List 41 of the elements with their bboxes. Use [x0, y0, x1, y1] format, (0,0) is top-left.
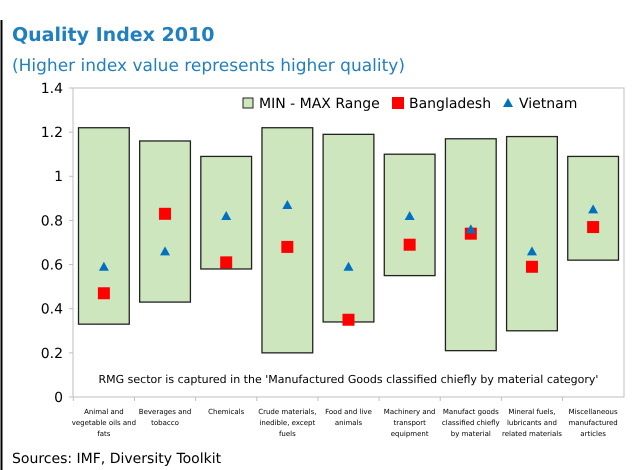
y-tick-label: 1.2: [40, 125, 63, 142]
annotation: RMG sector is captured in the 'Manufactured Goods classified chiefly by material category': [98, 373, 598, 386]
legend-label: Vietnam: [519, 96, 578, 112]
point: [404, 238, 416, 251]
point: [526, 246, 537, 256]
point: [466, 224, 476, 234]
point: [588, 204, 598, 214]
y-tick-label: 0.8: [40, 213, 63, 230]
point: [220, 256, 232, 268]
point: [160, 246, 170, 256]
point: [282, 200, 292, 209]
bar: [139, 140, 192, 303]
y-tick-label: 0: [54, 390, 63, 406]
point: [342, 314, 354, 326]
y-tick-label: 0.6: [40, 257, 64, 274]
bar: [384, 154, 436, 276]
y-tick-label: 0.4: [40, 302, 64, 318]
point: [587, 221, 600, 234]
y-tick-label: 1: [54, 169, 63, 186]
bar: [78, 127, 130, 325]
bar: [567, 156, 620, 261]
point: [404, 211, 415, 220]
point: [98, 287, 110, 300]
bar: [444, 138, 497, 352]
y-tick-label: 0.2: [40, 346, 63, 362]
legend-label: Bangladesh: [409, 96, 492, 112]
bar: [261, 127, 314, 354]
y-tick-label: 1.4: [40, 80, 64, 97]
point: [98, 262, 109, 271]
point: [526, 260, 538, 273]
bar: [506, 136, 558, 332]
chart-title: Quality Index 2010: [12, 24, 214, 46]
source-note: Sources: IMF, Diversity Toolkit: [12, 451, 222, 467]
bar: [322, 134, 375, 323]
bar: [200, 156, 252, 270]
legend-label: MIN - MAX Range: [259, 96, 380, 112]
point: [281, 240, 294, 253]
point: [344, 262, 354, 271]
point: [221, 211, 232, 220]
chart-subtitle: (Higher index value represents higher quality): [12, 56, 405, 76]
point: [159, 208, 172, 220]
